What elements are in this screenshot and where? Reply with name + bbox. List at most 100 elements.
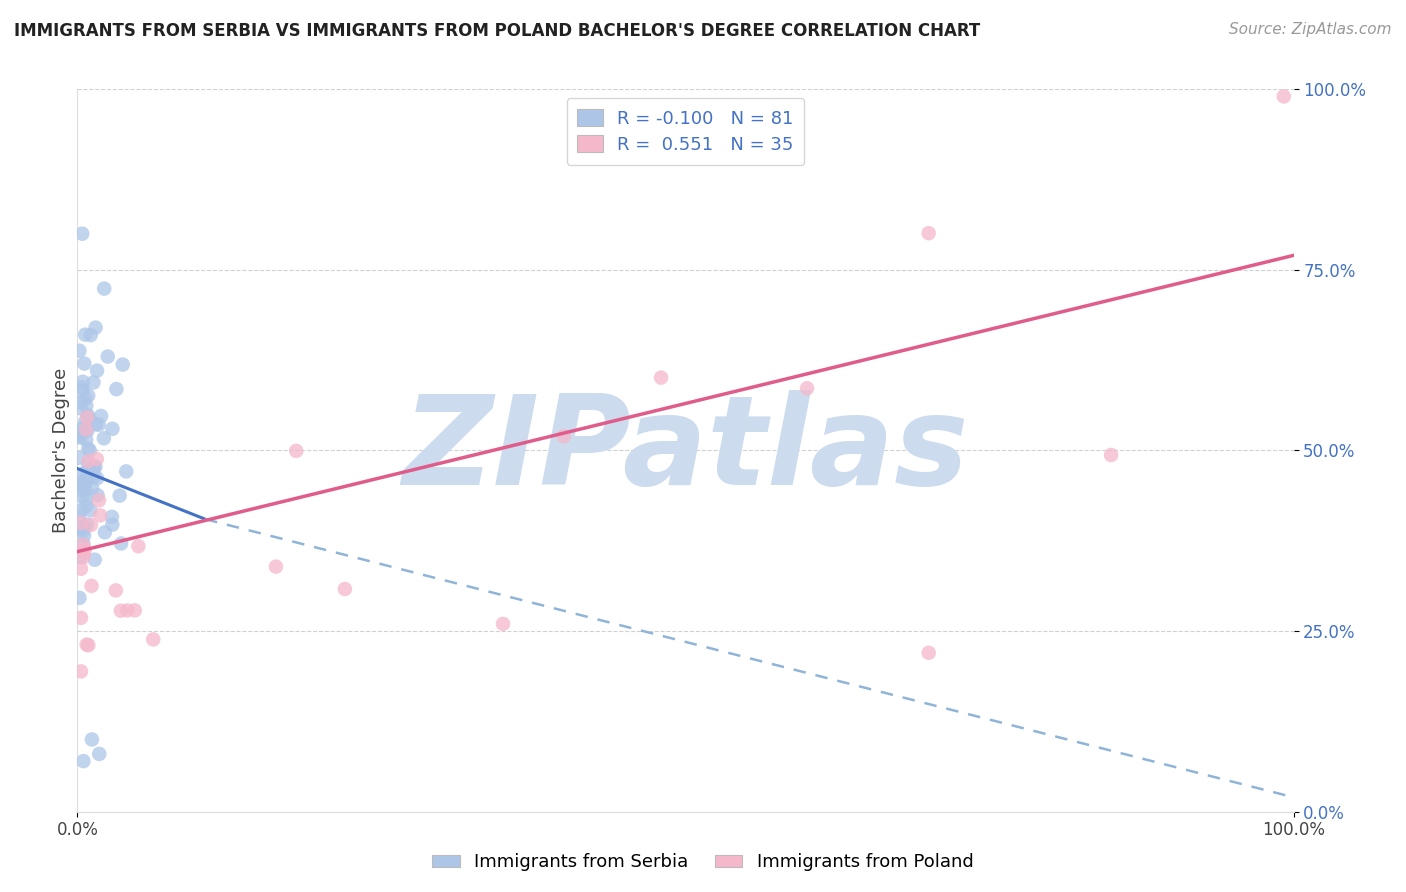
Point xyxy=(72,524,94,538)
Point xyxy=(1099,448,1122,462)
Point xyxy=(75,492,97,507)
Text: Source: ZipAtlas.com: Source: ZipAtlas.com xyxy=(1229,22,1392,37)
Point xyxy=(67,450,90,465)
Point xyxy=(104,583,127,598)
Point xyxy=(80,328,103,343)
Point xyxy=(67,425,90,440)
Point xyxy=(69,521,91,535)
Point xyxy=(918,646,941,660)
Point xyxy=(97,350,120,364)
Point xyxy=(70,611,93,625)
Legend: R = -0.100   N = 81, R =  0.551   N = 35: R = -0.100 N = 81, R = 0.551 N = 35 xyxy=(567,98,804,165)
Point xyxy=(75,415,97,429)
Point xyxy=(70,562,93,576)
Point xyxy=(86,471,108,485)
Point xyxy=(264,559,287,574)
Point xyxy=(79,443,101,458)
Point xyxy=(67,428,90,442)
Point xyxy=(76,410,98,425)
Point xyxy=(75,433,97,447)
Point xyxy=(82,462,104,476)
Point xyxy=(76,422,98,436)
Point xyxy=(82,376,104,390)
Point xyxy=(553,429,575,443)
Point xyxy=(76,465,98,479)
Point xyxy=(80,517,103,532)
Point xyxy=(69,401,91,416)
Point xyxy=(77,388,100,402)
Point xyxy=(72,538,94,552)
Point xyxy=(73,357,96,371)
Point xyxy=(87,493,110,508)
Point xyxy=(89,747,111,761)
Point xyxy=(69,549,91,564)
Point xyxy=(94,525,117,540)
Point xyxy=(117,603,139,617)
Point xyxy=(75,392,97,406)
Point xyxy=(111,358,134,372)
Point xyxy=(72,550,94,565)
Point xyxy=(67,429,90,443)
Point xyxy=(75,483,97,497)
Point xyxy=(73,542,96,557)
Text: ZIPatlas: ZIPatlas xyxy=(402,390,969,511)
Point xyxy=(84,417,107,432)
Point xyxy=(73,466,96,480)
Point xyxy=(72,754,94,768)
Text: IMMIGRANTS FROM SERBIA VS IMMIGRANTS FROM POLAND BACHELOR'S DEGREE CORRELATION C: IMMIGRANTS FROM SERBIA VS IMMIGRANTS FRO… xyxy=(14,22,980,40)
Point xyxy=(333,582,356,596)
Point xyxy=(67,475,90,489)
Point xyxy=(77,638,100,652)
Point xyxy=(75,422,97,436)
Point xyxy=(77,454,100,468)
Point xyxy=(110,604,132,618)
Point xyxy=(89,508,111,523)
Point xyxy=(101,517,124,532)
Point xyxy=(77,457,100,471)
Point xyxy=(72,375,94,389)
Y-axis label: Bachelor's Degree: Bachelor's Degree xyxy=(52,368,70,533)
Point xyxy=(90,409,112,423)
Point xyxy=(77,442,100,456)
Point xyxy=(70,395,93,409)
Point xyxy=(73,546,96,560)
Point xyxy=(115,464,138,478)
Point xyxy=(73,528,96,542)
Point xyxy=(79,503,101,517)
Point xyxy=(285,443,308,458)
Point xyxy=(1272,89,1295,103)
Point xyxy=(142,632,165,647)
Point xyxy=(796,381,818,395)
Point xyxy=(76,638,98,652)
Point xyxy=(110,536,132,550)
Point xyxy=(101,422,124,436)
Point xyxy=(75,327,97,342)
Point xyxy=(73,519,96,533)
Point xyxy=(918,226,941,240)
Point xyxy=(76,408,98,422)
Point xyxy=(76,472,98,486)
Point xyxy=(72,384,94,398)
Point xyxy=(93,282,115,296)
Point xyxy=(105,382,128,396)
Point xyxy=(72,537,94,551)
Point xyxy=(83,552,105,566)
Point xyxy=(76,424,98,438)
Point xyxy=(70,227,93,241)
Point xyxy=(124,603,146,617)
Point xyxy=(67,509,90,524)
Point xyxy=(93,431,115,445)
Point xyxy=(72,490,94,504)
Point xyxy=(70,503,93,517)
Point xyxy=(67,343,90,358)
Point xyxy=(77,410,100,425)
Point xyxy=(72,421,94,435)
Point xyxy=(75,399,97,413)
Point xyxy=(72,483,94,498)
Point xyxy=(69,430,91,444)
Point xyxy=(67,591,90,605)
Point xyxy=(87,417,110,432)
Point xyxy=(80,481,103,495)
Point xyxy=(101,509,124,524)
Point xyxy=(76,474,98,488)
